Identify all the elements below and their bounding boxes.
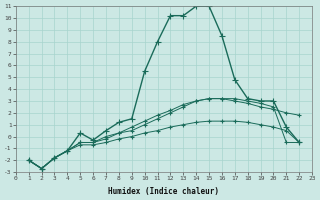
X-axis label: Humidex (Indice chaleur): Humidex (Indice chaleur)	[108, 187, 220, 196]
